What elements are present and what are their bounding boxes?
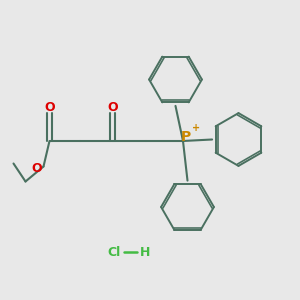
Text: O: O [44, 100, 55, 114]
Text: O: O [107, 100, 118, 114]
Text: P: P [181, 130, 191, 144]
Text: H: H [140, 245, 151, 259]
Text: +: + [191, 123, 200, 134]
Text: Cl: Cl [107, 245, 121, 259]
Text: O: O [32, 162, 42, 176]
